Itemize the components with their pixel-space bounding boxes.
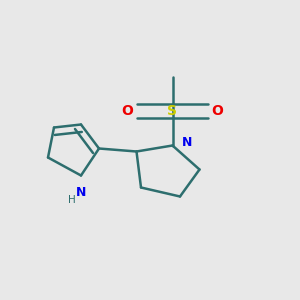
Text: S: S: [167, 104, 178, 118]
Text: O: O: [212, 104, 224, 118]
Text: H: H: [68, 195, 76, 205]
Text: N: N: [182, 136, 192, 149]
Text: O: O: [122, 104, 134, 118]
Text: N: N: [76, 186, 86, 199]
